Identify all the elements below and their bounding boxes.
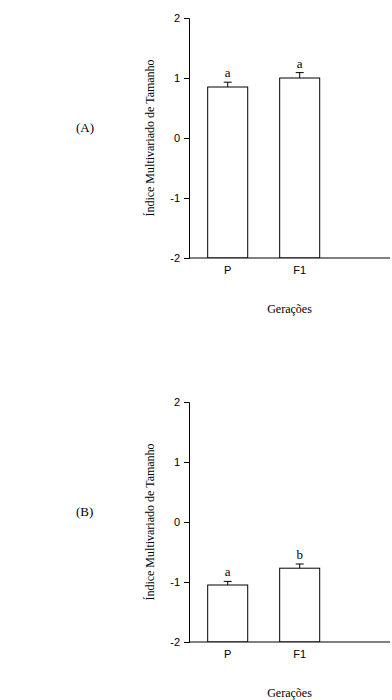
chart-panel: a a -2 -1 0 1 2 P F1 Gerações Índice Multivariado …: [76, 12, 391, 316]
y-axis: -2 -1 0 1 2: [170, 12, 189, 264]
y-tick: -1: [170, 576, 189, 588]
y-tick-label: -1: [170, 192, 180, 204]
x-tick-label: P: [224, 264, 231, 276]
plot-area: [208, 73, 320, 258]
y-tick-mark: [184, 522, 189, 523]
error-line: [299, 73, 300, 78]
x-axis-title: Gerações: [267, 686, 312, 700]
x-axis: P F1: [190, 258, 391, 276]
x-tick: F1: [293, 258, 306, 276]
y-tick-mark: [184, 462, 189, 463]
y-tick: 0: [174, 132, 189, 144]
x-tick: P: [224, 642, 231, 660]
y-tick: 2: [174, 12, 189, 24]
y-tick-mark: [184, 402, 189, 403]
chart-panel: a b -2 -1 0 1 2 P F1 Gerações Índice Multivariado …: [76, 396, 391, 700]
y-axis-title: Índice Multivariado de Tamanho: [143, 59, 157, 216]
error-bar: [224, 581, 232, 585]
significance-letter: a: [225, 65, 231, 80]
error-bar: [224, 82, 232, 87]
panel-label: (B): [76, 504, 93, 519]
error-line: [299, 564, 300, 568]
y-tick: 1: [174, 72, 189, 84]
plot-area: [208, 564, 320, 642]
y-axis-title: Índice Multivariado de Tamanho: [143, 443, 157, 600]
y-tick-label: 1: [174, 456, 180, 468]
error-line: [227, 581, 228, 585]
error-cap: [224, 82, 232, 83]
x-axis-line: [189, 258, 390, 259]
y-tick-mark: [184, 642, 189, 643]
y-tick-mark: [184, 138, 189, 139]
x-axis-line: [189, 642, 390, 643]
error-line: [227, 82, 228, 87]
y-tick-mark: [184, 18, 189, 19]
y-tick-label: 2: [174, 396, 180, 408]
y-tick-label: 0: [174, 516, 180, 528]
bar: [208, 87, 248, 258]
error-cap: [296, 72, 304, 73]
bar: [280, 568, 320, 642]
y-tick-label: 1: [174, 72, 180, 84]
x-axis-title: Gerações: [267, 302, 312, 316]
panel-label: (A): [76, 120, 94, 135]
y-tick-mark: [184, 258, 189, 259]
y-tick-label: 0: [174, 132, 180, 144]
y-tick-label: -2: [170, 252, 180, 264]
y-tick: -2: [170, 252, 189, 264]
significance-letter: a: [225, 564, 231, 579]
x-tick: P: [224, 258, 231, 276]
y-axis: -2 -1 0 1 2: [170, 396, 189, 648]
x-tick-label: F1: [293, 648, 306, 660]
error-cap: [296, 564, 304, 565]
y-tick-mark: [184, 582, 189, 583]
x-axis-domain: [190, 642, 391, 643]
x-axis-domain: [190, 258, 391, 259]
y-tick: 0: [174, 516, 189, 528]
bar: [208, 585, 248, 642]
y-axis-line: [184, 19, 190, 259]
error-bar: [296, 564, 304, 568]
y-tick-label: 2: [174, 12, 180, 24]
y-tick-mark: [184, 78, 189, 79]
significance-letter: b: [296, 547, 303, 562]
x-tick-label: F1: [293, 264, 306, 276]
error-bar: [296, 73, 304, 78]
y-tick: -2: [170, 636, 189, 648]
y-tick: 1: [174, 456, 189, 468]
y-axis-line: [184, 403, 190, 643]
x-tick: F1: [293, 642, 306, 660]
y-tick-label: -1: [170, 576, 180, 588]
error-cap: [224, 581, 232, 582]
y-tick: -1: [170, 192, 189, 204]
bar: [280, 78, 320, 258]
significance-letter: a: [297, 56, 303, 71]
x-axis: P F1: [190, 642, 391, 660]
y-tick-mark: [184, 198, 189, 199]
y-tick-label: -2: [170, 636, 180, 648]
figure: a a -2 -1 0 1 2 P F1 Gerações Índice Multivariado …: [0, 0, 392, 700]
y-tick: 2: [174, 396, 189, 408]
x-tick-label: P: [224, 648, 231, 660]
